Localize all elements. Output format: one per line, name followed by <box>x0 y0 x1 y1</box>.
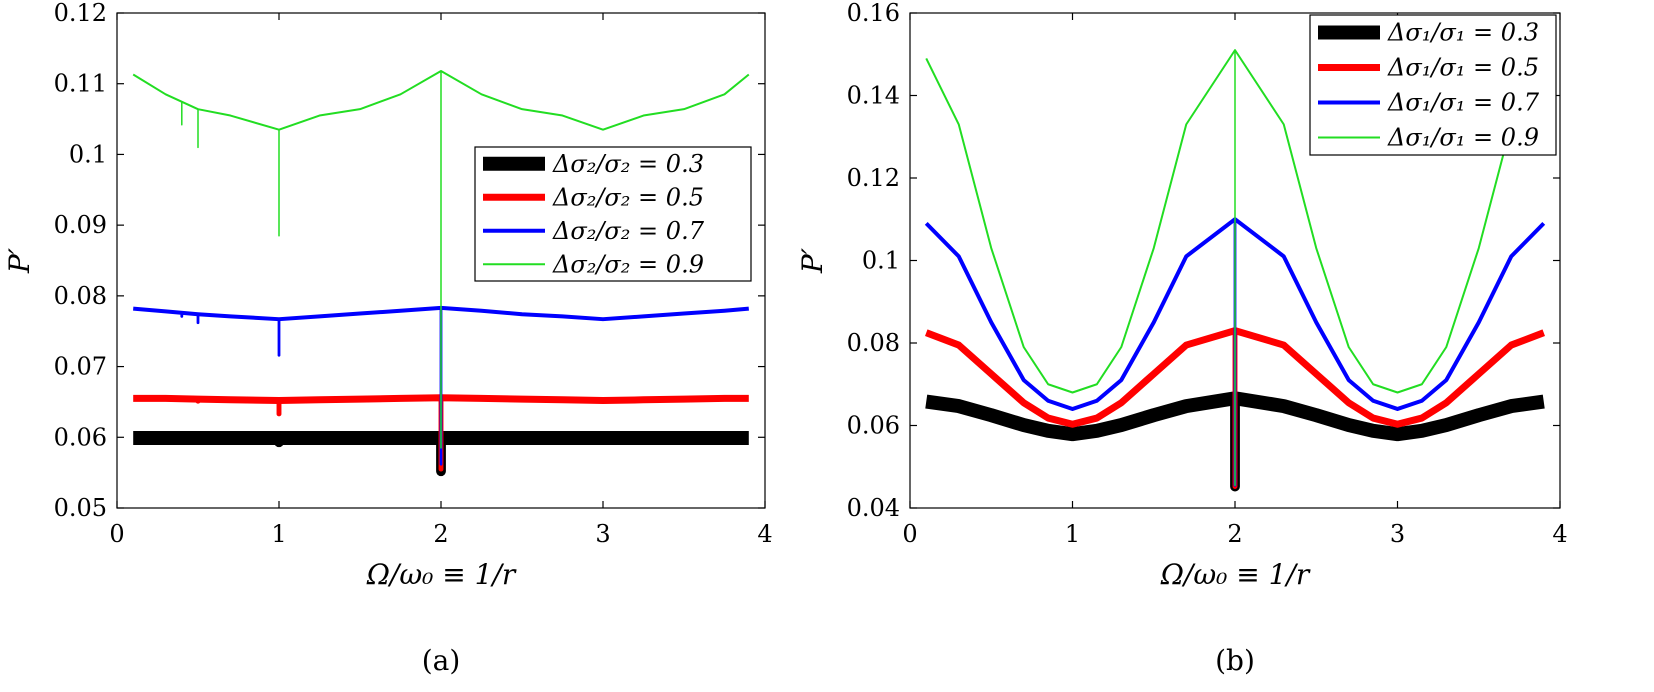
legend: Δσ₁/σ₁ = 0.3 Δσ₁/σ₁ = 0.5 Δσ₁/σ₁ = 0.7 Δσ₁/… <box>1309 14 1557 156</box>
panel-label: (a) <box>422 644 461 677</box>
x-axis-title: Ω/ω₀ ≡ 1/r <box>366 558 517 591</box>
x-tick-label: 1 <box>271 520 286 548</box>
x-axis-title: Ω/ω₀ ≡ 1/r <box>1160 558 1311 591</box>
legend-entry-1: Δσ₂/σ₂ = 0.3 <box>552 150 704 178</box>
legend-entry-2: Δσ₁/σ₁ = 0.5 <box>1387 54 1539 82</box>
x-tick-label: 4 <box>1552 520 1567 548</box>
y-tick-label: 0.08 <box>847 329 900 357</box>
y-tick-label: 0.14 <box>847 82 900 110</box>
y-tick-label: 0.06 <box>847 412 900 440</box>
legend-entry-2: Δσ₂/σ₂ = 0.5 <box>552 183 704 211</box>
y-tick-label: 0.05 <box>54 494 107 522</box>
y-tick-label: 0.09 <box>54 211 107 239</box>
y-tick-label: 0.08 <box>54 282 107 310</box>
chart-panel-b: 0 1 2 3 4 0.04 0.06 0.08 0.1 0.12 0.14 0.16 Ω/ω₀ ≡ 1… <box>796 0 1568 677</box>
x-tick-label: 3 <box>1390 520 1405 548</box>
legend-entry-3: Δσ₁/σ₁ = 0.7 <box>1387 89 1540 117</box>
y-tick-label: 0.11 <box>54 70 107 98</box>
y-tick-label: 0.1 <box>69 140 107 168</box>
y-tick-label: 0.1 <box>862 247 900 275</box>
y-tick-label: 0.04 <box>847 494 900 522</box>
legend-entry-3: Δσ₂/σ₂ = 0.7 <box>552 217 705 245</box>
x-tick-label: 2 <box>1227 520 1242 548</box>
legend-entry-1: Δσ₁/σ₁ = 0.3 <box>1387 19 1539 47</box>
series-group <box>924 49 1546 492</box>
panel-label: (b) <box>1215 644 1255 677</box>
x-tick-label: 0 <box>109 520 124 548</box>
y-tick-label: 0.16 <box>847 0 900 27</box>
legend-entry-4: Δσ₂/σ₂ = 0.9 <box>552 250 704 278</box>
series-group <box>132 69 750 477</box>
legend: Δσ₂/σ₂ = 0.3 Δσ₂/σ₂ = 0.5 Δσ₂/σ₂ = 0.7 Δσ₂/… <box>474 146 752 282</box>
y-tick-label: 0.12 <box>54 0 107 27</box>
y-tick-label: 0.06 <box>54 423 107 451</box>
x-tick-label: 4 <box>757 520 772 548</box>
legend-entry-4: Δσ₁/σ₁ = 0.9 <box>1387 124 1539 152</box>
chart-panel-a: 0 1 2 3 4 0.05 0.06 0.07 0.08 0.09 0.1 0.11 0.12 Ω/ω₀… <box>3 0 773 677</box>
y-tick-label: 0.12 <box>847 164 900 192</box>
y-axis-title: P′ <box>3 247 36 274</box>
x-tick-label: 0 <box>902 520 917 548</box>
y-axis-title: P′ <box>796 247 829 274</box>
x-tick-label: 3 <box>595 520 610 548</box>
x-tick-label: 1 <box>1065 520 1080 548</box>
x-tick-label: 2 <box>433 520 448 548</box>
y-tick-label: 0.07 <box>54 353 107 381</box>
